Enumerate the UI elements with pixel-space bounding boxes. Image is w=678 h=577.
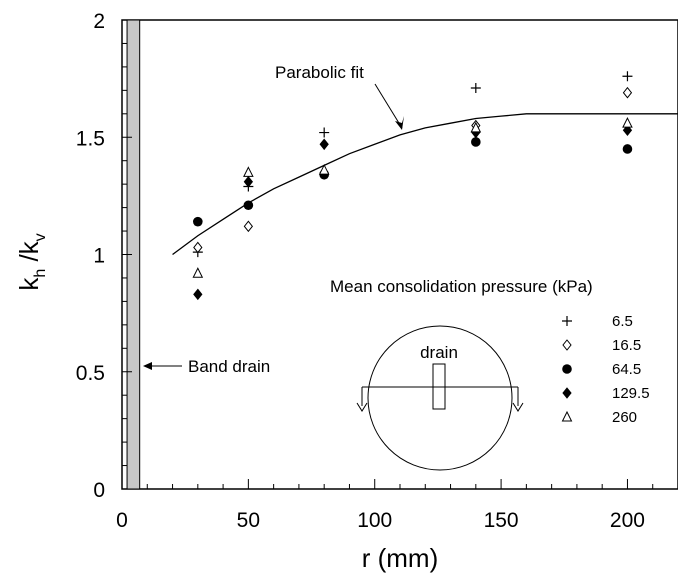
- data-point-triangle-open: [192, 267, 204, 278]
- x-tick-label: 200: [610, 509, 645, 532]
- data-point-plus: [622, 71, 633, 82]
- data-point-diamond-open: [622, 86, 633, 99]
- legend-marker-triangle-open: [561, 410, 573, 422]
- parabolic-fit-arrowhead: [395, 116, 404, 130]
- legend-label: 16.5: [612, 337, 641, 354]
- data-point-circle-filled: [243, 200, 254, 211]
- data-point-diamond-filled: [319, 138, 329, 151]
- band-drain-label: Band drain: [188, 357, 270, 376]
- y-tick-label: 2: [93, 10, 105, 33]
- y-axis-title-main: k: [14, 277, 44, 291]
- legend-label: 129.5: [612, 385, 650, 402]
- y-tick-label: 0: [93, 479, 105, 502]
- data-point-triangle-open: [470, 121, 482, 133]
- data-markers: [192, 71, 633, 301]
- x-tick-label: 150: [484, 509, 519, 532]
- y-tick-label: 0.5: [76, 362, 105, 385]
- y-tick-label: 1.5: [76, 127, 105, 150]
- data-point-diamond-open: [193, 241, 203, 254]
- inset-drain-label: drain: [420, 343, 458, 362]
- legend-marker-diamond-open: [562, 339, 572, 351]
- y-tick-label: 1: [93, 245, 105, 268]
- legend-marker-diamond-filled: [562, 387, 572, 399]
- inset-schematic: drain: [356, 325, 524, 471]
- legend-label: 260: [612, 409, 637, 426]
- x-axis-title: r (mm): [362, 543, 439, 573]
- data-point-diamond-open: [243, 220, 254, 233]
- legend-label: 6.5: [612, 313, 633, 330]
- inset-circle: [367, 325, 513, 471]
- y-axis-title-mid: /k: [14, 240, 44, 268]
- y-axis-title: kh /kv: [14, 233, 49, 290]
- parabolic-fit-arrow-line: [374, 83, 403, 129]
- parabolic-fit-label: Parabolic fit: [275, 63, 364, 82]
- legend-marker-circle-filled: [562, 364, 572, 374]
- x-tick-label: 100: [357, 509, 392, 532]
- data-point-circle-filled: [193, 216, 203, 227]
- data-point-triangle-open: [243, 166, 254, 177]
- parabolic-fit-curve: [172, 113, 678, 256]
- data-point-triangle-open: [318, 163, 330, 175]
- legend-label: 64.5: [612, 361, 641, 378]
- data-point-diamond-filled: [193, 288, 203, 301]
- data-point-triangle-open: [622, 117, 633, 128]
- inset-left-arrowhead: [356, 402, 368, 412]
- data-point-plus: [470, 83, 481, 94]
- data-point-plus: [319, 127, 330, 138]
- legend-marker-plus: [562, 316, 572, 326]
- data-point-diamond-filled: [622, 124, 633, 137]
- x-tick-label: 50: [237, 509, 260, 532]
- band-drain-arrowhead: [143, 362, 152, 370]
- legend-title: Mean consolidation pressure (kPa): [330, 277, 593, 296]
- inset-right-arrowhead: [512, 402, 524, 412]
- y-axis-title-sub2: v: [32, 233, 49, 241]
- legend: 6.5 16.5 64.5 129.5 260: [561, 313, 650, 426]
- x-tick-label: 0: [116, 509, 128, 532]
- data-point-circle-filled: [622, 144, 633, 154]
- y-axis-title-sub1: h: [32, 269, 49, 278]
- plot-frame: [121, 19, 678, 490]
- axis-tick-labels: 0 50 100 150 200 0 0.5 1 1.5 2: [76, 10, 645, 532]
- axis-ticks: [121, 19, 654, 490]
- data-point-circle-filled: [471, 137, 481, 147]
- data-point-diamond-filled: [243, 176, 254, 188]
